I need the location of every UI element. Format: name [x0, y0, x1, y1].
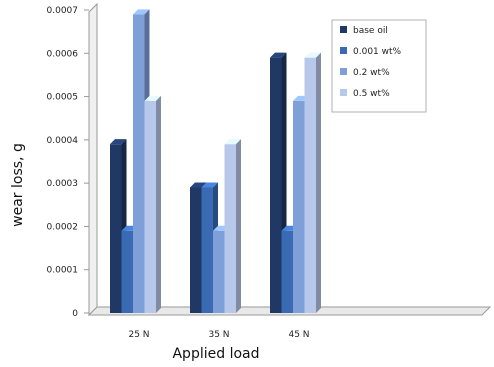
y-tick-label: 0.0006 — [47, 49, 79, 59]
bar — [270, 57, 282, 313]
bar — [121, 230, 133, 313]
legend-box — [331, 19, 427, 113]
bar — [144, 100, 156, 314]
x-tick-label: 35 N — [208, 330, 229, 340]
y-axis-label: wear loss, g — [10, 143, 26, 227]
legend-label: 0.001 wt% — [353, 47, 402, 57]
legend: base oil 0.001 wt% 0.2 wt% 0.5 wt% — [331, 19, 427, 113]
bar — [201, 187, 213, 313]
bar-side — [236, 139, 241, 313]
y-tick-label: 0.0004 — [47, 136, 79, 146]
bars — [110, 9, 321, 314]
legend-label: base oil — [353, 26, 388, 36]
legend-swatch — [340, 68, 347, 75]
bar — [293, 100, 305, 314]
legend-swatch — [340, 26, 347, 33]
bar-top — [144, 95, 161, 101]
legend-swatch — [340, 47, 347, 54]
y-ticks: 0 0.0001 0.0002 0.0003 0.0004 0.0005 0.0006 0.0… — [47, 6, 89, 319]
y-tick-label: 0.0005 — [47, 93, 79, 103]
y-tick-label: 0 — [72, 309, 78, 319]
bar — [304, 57, 316, 313]
y-tick-label: 0.0003 — [47, 179, 79, 189]
bar — [224, 144, 236, 313]
back-wall — [88, 2, 98, 317]
x-axis-label: Applied load — [172, 346, 259, 362]
x-tick-label: 45 N — [288, 330, 309, 340]
bar-top — [133, 9, 150, 15]
y-tick-label: 0.0001 — [47, 266, 79, 276]
bar-top — [201, 182, 218, 188]
legend-swatch — [340, 89, 347, 96]
legend-label: 0.5 wt% — [353, 89, 390, 99]
bar — [281, 230, 293, 313]
bar-side — [316, 52, 321, 313]
bar — [190, 187, 202, 313]
legend-label: 0.2 wt% — [353, 68, 390, 78]
x-tick-label: 25 N — [128, 330, 149, 340]
bar-top — [270, 52, 287, 58]
bar-side — [156, 95, 161, 314]
bar — [213, 230, 225, 313]
bar-top — [304, 52, 321, 58]
bar-top — [110, 139, 127, 145]
bar-top — [190, 182, 207, 188]
bar-top — [224, 139, 241, 145]
bar — [110, 144, 122, 313]
y-tick-label: 0.0002 — [47, 222, 79, 232]
x-ticks: 25 N 35 N 45 N — [128, 330, 309, 340]
bar — [133, 14, 145, 313]
y-tick-label: 0.0007 — [47, 6, 79, 16]
